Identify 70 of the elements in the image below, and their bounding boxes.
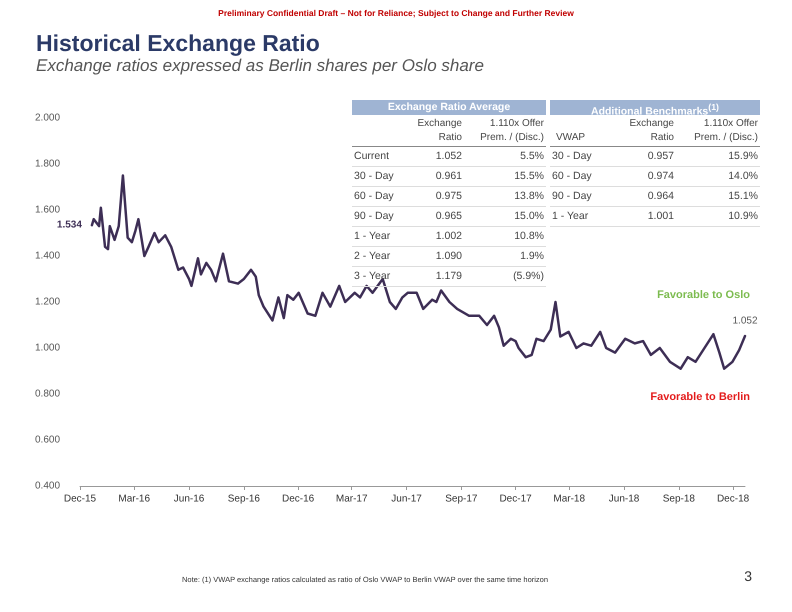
category-label: 60 - Day — [552, 170, 592, 182]
x-tick-label: Jun-17 — [391, 494, 422, 504]
category-label: 2 - Year — [354, 250, 390, 262]
text: 10.8% — [514, 230, 544, 242]
text: 1.179 — [436, 270, 462, 282]
y-tick-label: 1.400 — [35, 250, 60, 262]
annotation: Favorable to Berlin — [650, 391, 750, 403]
text: 0.965 — [436, 210, 462, 222]
text: (5.9%) — [513, 270, 544, 282]
category-label: 1 - Year — [354, 230, 390, 242]
text: Exchange Ratio Average — [352, 100, 546, 115]
text: 1.052 — [436, 150, 462, 162]
text: 0.975 — [436, 190, 462, 202]
text: 14.0% — [728, 170, 758, 182]
chart-subtitle: Exchange ratios expressed as Berlin shares per Oslo share — [36, 56, 484, 76]
x-tick-label: Mar-16 — [118, 494, 150, 504]
y-tick-label: 2.000 — [35, 112, 60, 124]
text: Additional Benchmarks$^{(1)}$ — [550, 100, 760, 118]
y-tick-label: 0.600 — [35, 434, 60, 446]
text: 15.5% — [514, 170, 544, 182]
text: 15.9% — [728, 150, 758, 162]
category-label: 1.110x Offer Prem. / (Disc.) — [479, 117, 545, 145]
x-tick-label: Jun-18 — [608, 494, 640, 504]
y-tick-label: 0.400 — [35, 480, 60, 492]
x-tick-label: Mar-18 — [553, 494, 586, 504]
category-label: Current — [354, 150, 390, 162]
x-tick-label: Dec-15 — [64, 494, 97, 504]
category-label: Exchange Ratio — [628, 117, 675, 145]
x-tick-label: Dec-18 — [716, 494, 750, 504]
x-tick-label: Sep-17 — [445, 494, 478, 504]
text: 0.957 — [648, 150, 674, 162]
x-tick-label: Jun-16 — [174, 494, 205, 504]
y-tick-label: 1.800 — [35, 158, 60, 170]
text: 1.090 — [436, 250, 462, 262]
text: 15.1% — [728, 190, 758, 202]
text: 10.9% — [728, 210, 758, 222]
category-label: 90 - Day — [552, 190, 592, 202]
y-tick-label: 1.000 — [35, 342, 60, 354]
x-tick-label: Sep-16 — [228, 494, 260, 504]
text: 1.001 — [648, 210, 674, 222]
text: 5.5% — [520, 150, 544, 162]
text: 15.0% — [514, 210, 544, 222]
category-label: 30 - Day — [552, 150, 592, 162]
category-label: 90 - Day — [354, 210, 394, 222]
y-tick-label: 1.600 — [35, 204, 60, 216]
text: 1.9% — [520, 250, 544, 262]
x-tick-label: Dec-16 — [282, 494, 315, 504]
category-label: 60 - Day — [354, 190, 394, 202]
annotation: Favorable to Oslo — [657, 289, 750, 301]
annotation: 1.052 — [732, 316, 758, 327]
annotation: 1.534 — [56, 220, 82, 231]
category-label: 3 - Year — [354, 270, 390, 282]
y-tick-label: 0.800 — [35, 388, 60, 400]
chart-title: Historical Exchange Ratio — [36, 30, 320, 57]
text: Preliminary Confidential Draft – Not for Reliance; Subject to Change and Further Review — [217, 8, 575, 18]
category-label: VWAP — [555, 131, 586, 145]
text: 0.974 — [648, 170, 674, 182]
text: 0.961 — [436, 170, 462, 182]
category-label: Exchange Ratio — [416, 117, 463, 145]
x-tick-label: Dec-17 — [499, 494, 532, 504]
text: 0.964 — [648, 190, 674, 202]
text: 1.002 — [436, 230, 462, 242]
x-tick-label: Mar-17 — [336, 494, 368, 504]
y-tick-label: 1.200 — [35, 296, 60, 308]
x-tick-label: Sep-18 — [662, 494, 696, 504]
category-label: 1 - Year — [552, 210, 588, 222]
category-label: 1.110x Offer Prem. / (Disc.) — [693, 117, 759, 145]
text: 3 — [744, 568, 752, 584]
text: 13.8% — [514, 190, 544, 202]
category-label: 30 - Day — [354, 170, 394, 182]
